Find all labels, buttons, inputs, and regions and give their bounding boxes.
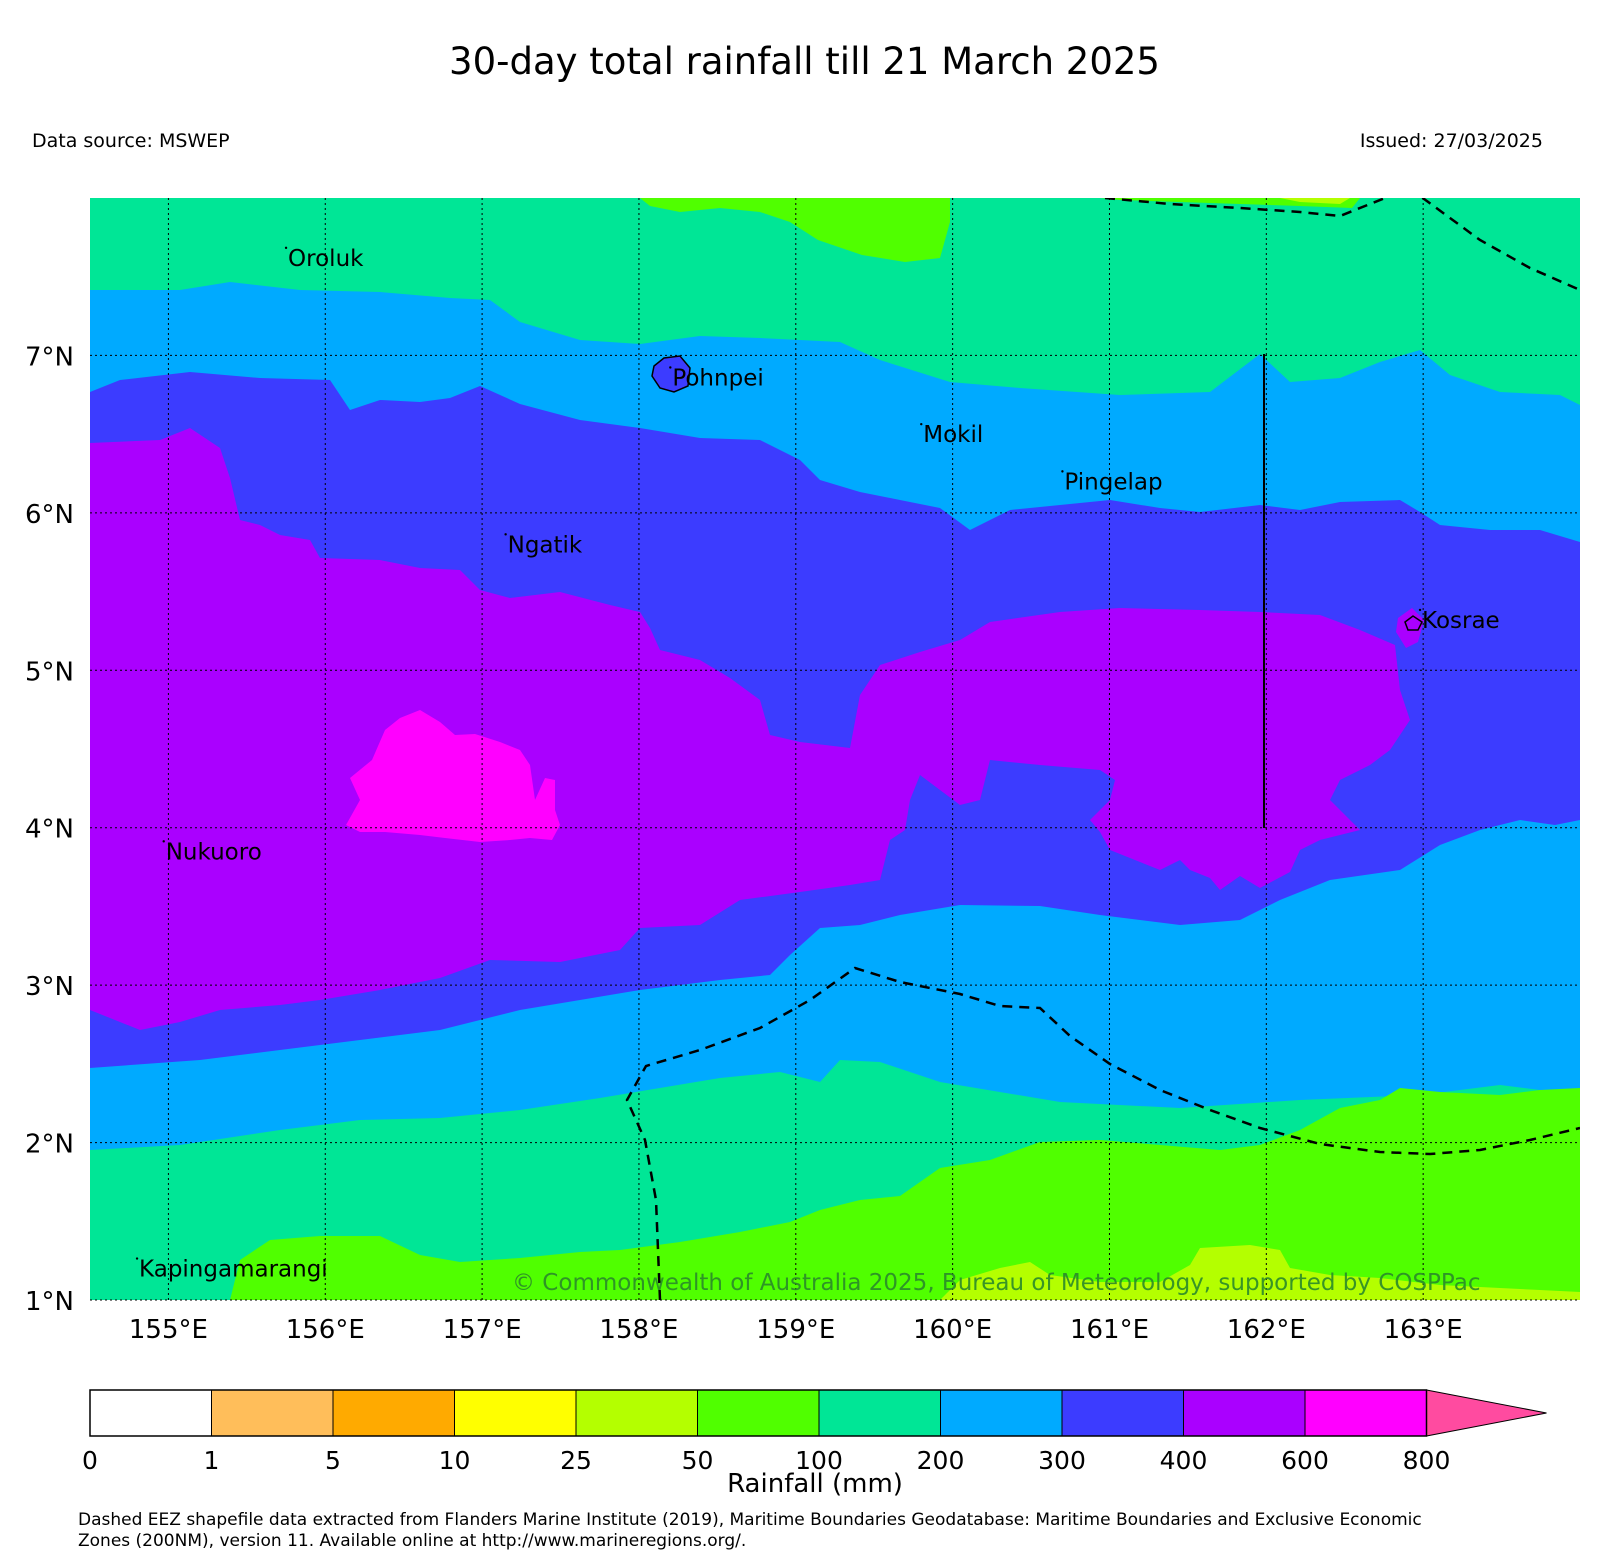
colorbar-frame [89,1389,1428,1437]
lon-tick-156: 156°E [286,1315,365,1345]
colorbar-segment-3 [454,1389,577,1437]
colorbar-segment-0 [89,1389,212,1437]
eez-boundaries [625,198,1580,1300]
longitude-tick-labels: 155°E 156°E 157°E 158°E 159°E 160°E 161°E 162°E… [129,1315,1463,1345]
colorbar-tick-800: 800 [1403,1446,1451,1475]
lat-tick-5: 5°N [25,657,74,687]
colorbar-tick-200: 200 [917,1446,965,1475]
place-marker-mokil [920,422,923,426]
place-label-pohnpei: Pohnpei [672,365,763,391]
place-marker-kosrae [1418,608,1422,612]
rainfall-fields [90,198,1580,1300]
colorbar-segment-5 [697,1389,820,1437]
footnote: Dashed EEZ shapefile data extracted from… [78,1510,1598,1552]
lon-tick-159: 159°E [756,1315,835,1345]
lon-tick-161: 161°E [1070,1315,1149,1345]
band-25-50-bottom [940,1245,1580,1300]
place-marker-pohnpei [669,366,672,369]
place-marker-oroluk [284,246,288,250]
place-marker-nukuoro [162,840,165,843]
footnote-line-2: Zones (200NM), version 11. Available onl… [78,1531,747,1551]
pohnpei-outline [651,355,691,393]
lat-tick-6: 6°N [25,500,74,530]
colorbar-tick-100: 100 [795,1446,843,1475]
lat-tick-2: 2°N [25,1130,74,1160]
lat-tick-4: 4°N [25,815,74,845]
place-label-mokil: Mokil [923,422,983,448]
place-marker-ngatik [504,533,507,536]
colorbar-tick-5: 5 [325,1446,341,1475]
place-label-pingelap: Pingelap [1064,469,1162,495]
map-gridlines [90,198,1580,1301]
lon-tick-158: 158°E [599,1315,678,1345]
issued-date-label: Issued: 27/03/2025 [1359,130,1543,152]
colorbar-tick-0: 0 [82,1446,98,1475]
lon-tick-160: 160°E [913,1315,992,1345]
lat-tick-1: 1°N [25,1287,74,1317]
place-label-kapingamarangi: Kapingamarangi [139,1257,328,1283]
band-600-800 [346,710,560,842]
place-marker-kapingamarangi [135,1257,139,1260]
colorbar-title: Rainfall (mm) [727,1469,903,1499]
lon-tick-157: 157°E [443,1315,522,1345]
band-400-600 [90,428,1410,1030]
place-label-ngatik: Ngatik [508,532,583,558]
band-50-100-top [640,198,950,262]
colorbar-segment-10 [1304,1389,1427,1437]
colorbar-extend-arrow [1426,1389,1547,1437]
colorbar-tick-50: 50 [682,1446,714,1475]
latitude-tick-labels: 1°N 2°N 3°N 4°N 5°N 6°N 7°N [25,342,74,1317]
lon-tick-155: 155°E [129,1315,208,1345]
colorbar-segment-7 [940,1389,1063,1437]
colorbar-tick-600: 600 [1281,1446,1329,1475]
place-labels: Oroluk Pohnpei Mokil Pingelap Ngatik Kosrae Nu… [135,246,1500,1283]
colorbar-segment-4 [575,1389,698,1437]
colorbar-segment-1 [211,1389,334,1437]
copyright-notice: © Commonwealth of Australia 2025, Bureau… [512,1270,1481,1296]
place-label-nukuoro: Nukuoro [166,839,262,865]
lon-tick-162: 162°E [1227,1315,1306,1345]
colorbar-segment-6 [818,1389,941,1437]
band-25-50-top [1280,198,1350,204]
colorbar-segment-8 [1061,1389,1184,1437]
place-marker-pingelap [1061,470,1064,473]
lon-tick-163: 163°E [1384,1315,1463,1345]
colorbar-segment-9 [1183,1389,1306,1437]
footnote-line-1: Dashed EEZ shapefile data extracted from… [78,1510,1422,1530]
place-label-oroluk: Oroluk [288,246,364,272]
lat-tick-3: 3°N [25,972,74,1002]
lat-tick-7: 7°N [25,342,74,372]
colorbar-tick-25: 25 [560,1446,592,1475]
colorbar: 0 1 5 10 25 50 100 200 300 400 600 800 [82,1389,1547,1475]
colorbar-tick-10: 10 [439,1446,471,1475]
colorbar-tick-300: 300 [1038,1446,1086,1475]
colorbar-tick-400: 400 [1160,1446,1208,1475]
kosrae-outline [1404,615,1423,631]
map-title: 30-day total rainfall till 21 March 2025 [449,40,1160,83]
colorbar-segment-2 [332,1389,455,1437]
colorbar-tick-1: 1 [204,1446,220,1475]
place-label-kosrae: Kosrae [1422,608,1500,634]
data-source-label: Data source: MSWEP [32,130,230,152]
eez-line-south [625,966,1580,1300]
